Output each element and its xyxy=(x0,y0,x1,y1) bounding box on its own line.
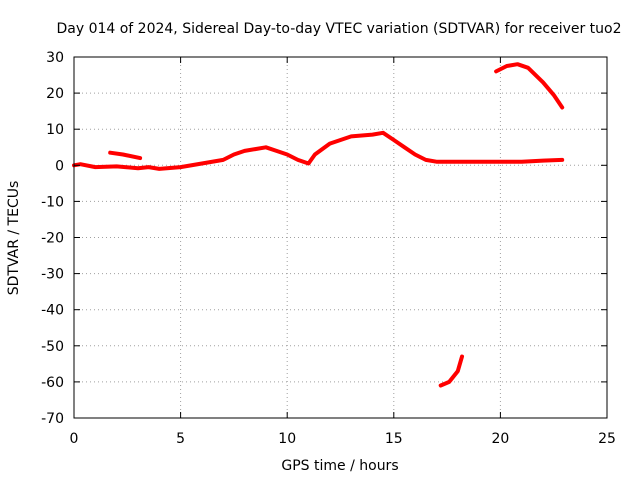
series-group xyxy=(72,62,565,388)
grid xyxy=(74,57,607,418)
series-line-main xyxy=(72,130,565,171)
series-line-segment-3 xyxy=(494,62,565,110)
y-tick-label: -60 xyxy=(41,375,64,391)
series-line-segment-2 xyxy=(108,150,143,161)
y-tick-label: -70 xyxy=(41,411,64,427)
y-axis-label: SDTVAR / TECUs xyxy=(6,181,22,296)
x-tick-label: 25 xyxy=(598,431,616,447)
x-axis-label: GPS time / hours xyxy=(281,458,398,474)
x-tick-label: 15 xyxy=(385,431,403,447)
y-tick-label: 20 xyxy=(46,86,64,102)
y-tick-label: -10 xyxy=(41,194,64,210)
y-tick-label: 0 xyxy=(55,158,64,174)
y-tick-label: 10 xyxy=(46,122,64,138)
y-tick-label: -30 xyxy=(41,267,64,283)
y-tick-label: -40 xyxy=(41,303,64,319)
series-line-segment-4 xyxy=(438,354,464,388)
x-tick-label: 10 xyxy=(278,431,296,447)
x-tick-label: 0 xyxy=(70,431,79,447)
y-tick-label: 30 xyxy=(46,50,64,66)
x-tick-label: 5 xyxy=(176,431,185,447)
chart-title: Day 014 of 2024, Sidereal Day-to-day VTE… xyxy=(56,21,621,37)
y-tick-label: -20 xyxy=(41,231,64,247)
plot-frame xyxy=(73,56,608,419)
x-tick-label: 20 xyxy=(491,431,509,447)
y-axis: -70 -60 -50 -40 -30 -20 -10 0 10 20 30 xyxy=(41,50,607,427)
y-tick-label: -50 xyxy=(41,339,64,355)
x-axis: 0 5 10 15 20 25 xyxy=(70,57,616,447)
